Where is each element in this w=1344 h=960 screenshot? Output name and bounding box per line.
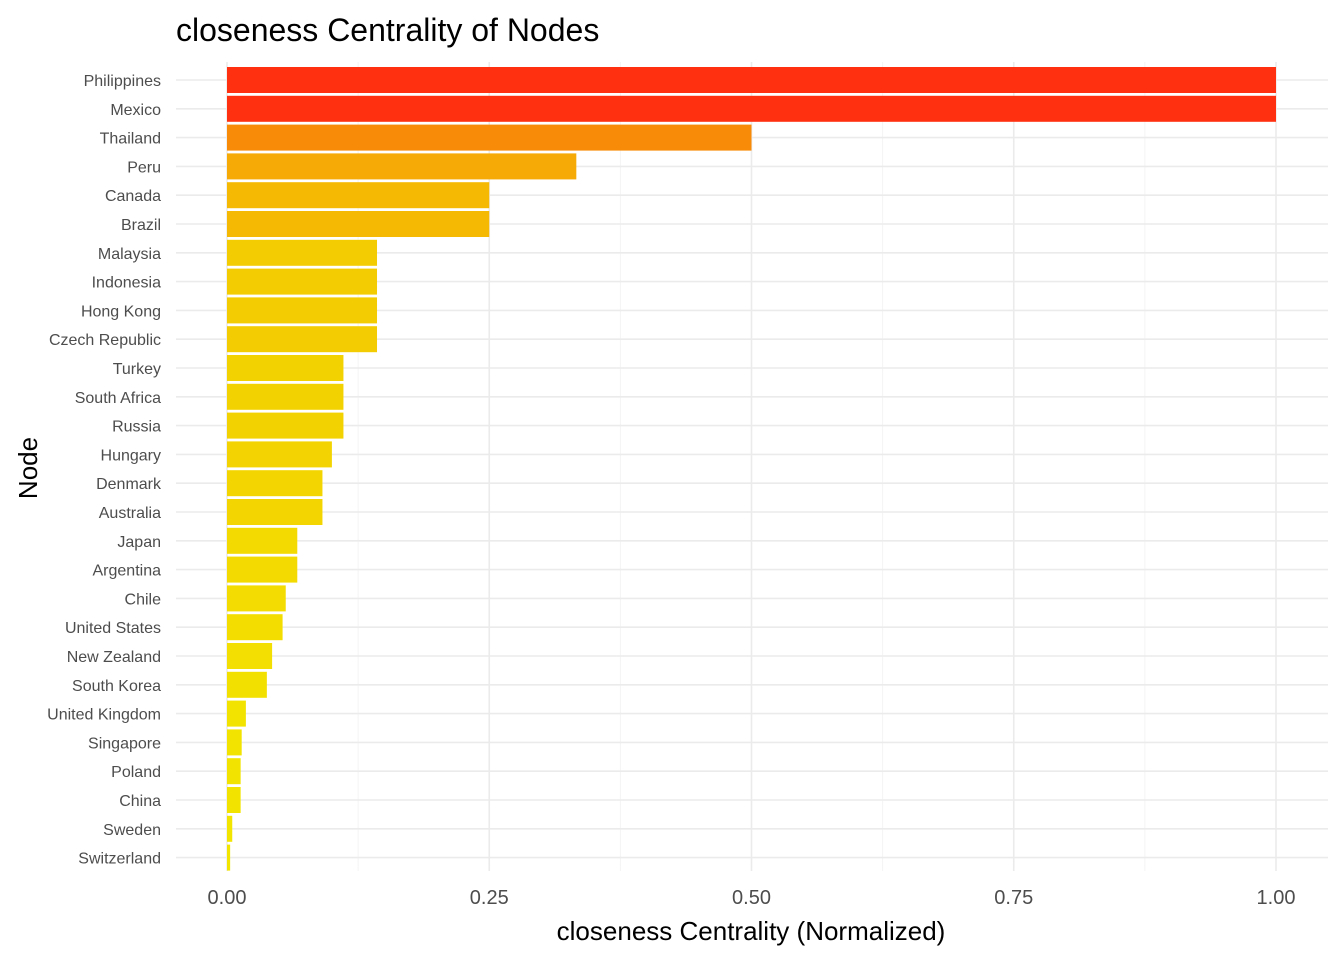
y-tick-label: Peru [127, 159, 161, 176]
bar-mexico [227, 95, 1276, 122]
bar-poland [227, 758, 241, 785]
y-tick-label: Czech Republic [49, 332, 161, 349]
y-tick-label: South Korea [72, 678, 161, 695]
bar-australia [227, 499, 323, 525]
bar-japan [227, 527, 298, 554]
bar-united-kingdom [227, 700, 246, 727]
y-tick-label: New Zealand [67, 649, 161, 666]
y-axis-title: Node [13, 437, 43, 499]
bar-hungary [227, 441, 332, 468]
y-tick-label: Indonesia [92, 275, 161, 292]
bar-south-africa [227, 383, 344, 410]
bars [227, 67, 1276, 871]
y-tick-label: Malaysia [98, 246, 161, 263]
bar-switzerland [227, 844, 231, 871]
chart-title: closeness Centrality of Nodes [176, 12, 599, 48]
x-tick-label: 0.50 [732, 887, 771, 909]
y-tick-label: Poland [111, 764, 161, 781]
bar-chile [227, 585, 286, 612]
y-tick-label: Philippines [84, 73, 161, 90]
y-tick-label: Hungary [101, 447, 161, 464]
bar-china [227, 787, 241, 813]
x-tick-label: 0.75 [994, 887, 1033, 909]
y-tick-label: Switzerland [78, 851, 161, 868]
bar-united-states [227, 614, 283, 641]
y-tick-label: Chile [125, 591, 162, 608]
bar-canada [227, 182, 490, 209]
y-tick-label: United Kingdom [47, 707, 161, 724]
y-tick-label: Denmark [96, 476, 162, 493]
y-tick-label: South Africa [75, 390, 161, 407]
bar-hong-kong [227, 297, 378, 324]
y-tick-label: Turkey [113, 361, 161, 378]
bar-brazil [227, 211, 490, 237]
x-tick-label: 0.25 [470, 887, 509, 909]
y-axis-tick-labels: Philippines Mexico Thailand Peru Canada Brazi… [47, 73, 162, 868]
y-tick-label: Japan [117, 534, 161, 551]
y-tick-label: Sweden [103, 822, 161, 839]
y-tick-label: Hong Kong [81, 303, 161, 320]
bar-argentina [227, 556, 298, 583]
y-tick-label: Thailand [100, 131, 161, 148]
y-tick-label: Australia [99, 505, 161, 522]
x-tick-label: 1.00 [1257, 887, 1296, 909]
bar-new-zealand [227, 643, 273, 669]
y-tick-label: Russia [112, 419, 161, 436]
x-axis-tick-labels: 0.00 0.25 0.50 0.75 1.00 [208, 887, 1296, 909]
bar-turkey [227, 355, 344, 381]
bar-indonesia [227, 268, 378, 295]
bar-denmark [227, 470, 323, 497]
bar-peru [227, 153, 577, 180]
y-tick-label: Mexico [110, 102, 161, 119]
y-tick-label: Brazil [121, 217, 161, 234]
y-tick-label: Argentina [93, 563, 162, 580]
bar-malaysia [227, 239, 378, 266]
bar-russia [227, 412, 344, 439]
y-tick-label: Singapore [88, 735, 161, 752]
x-tick-label: 0.00 [208, 887, 247, 909]
bar-singapore [227, 729, 242, 756]
bar-philippines [227, 67, 1276, 93]
bar-czech-republic [227, 326, 378, 353]
bar-sweden [227, 815, 233, 842]
x-axis-title: closeness Centrality (Normalized) [557, 916, 946, 946]
bar-thailand [227, 124, 752, 151]
y-tick-label: United States [65, 620, 161, 637]
y-tick-label: Canada [105, 188, 161, 205]
y-tick-label: China [119, 793, 161, 810]
bar-south-korea [227, 671, 267, 698]
